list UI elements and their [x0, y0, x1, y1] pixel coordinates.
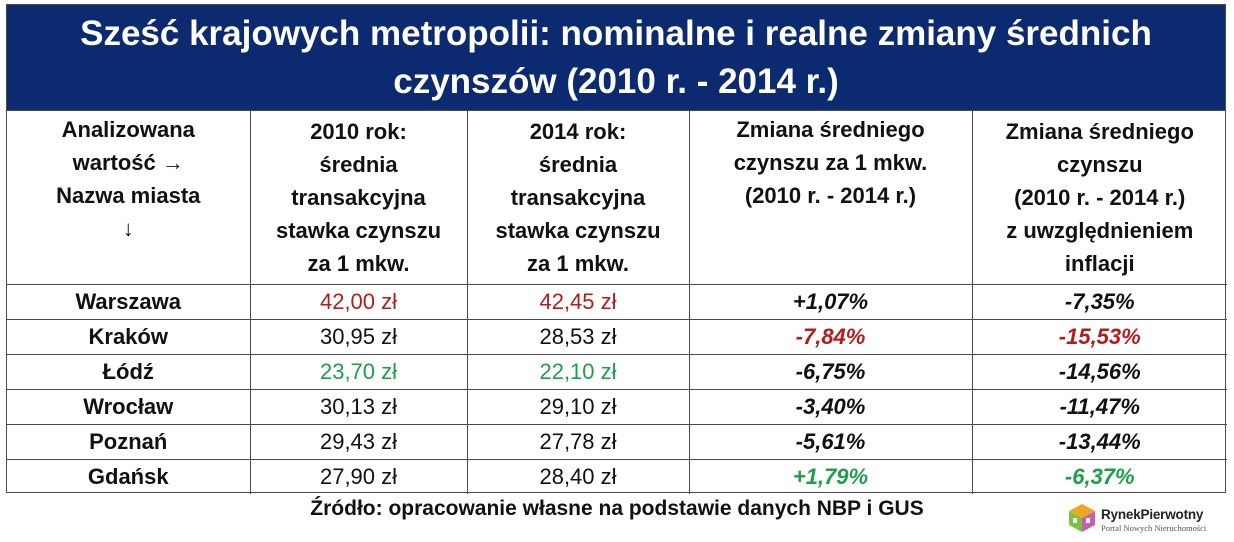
brand-tagline: Portal Nowych Nieruchomości — [1101, 522, 1207, 533]
rent-2010-cell: 29,43 zł — [249, 424, 468, 460]
real-change-cell: -11,47% — [971, 389, 1227, 425]
city-cell: Wrocław — [7, 389, 251, 425]
nominal-change-cell: -3,40% — [688, 389, 973, 425]
nominal-change-cell: -6,75% — [688, 354, 973, 390]
header-line: wartość → — [72, 150, 184, 175]
nominal-change-cell: +1,07% — [688, 284, 973, 320]
house-cube-logo-icon — [1067, 502, 1097, 539]
source-note: Źródło: opracowanie własne na podstawie … — [310, 497, 924, 520]
city-cell: Poznań — [7, 424, 251, 460]
header-line: średnia — [538, 152, 618, 177]
city-cell: Kraków — [7, 319, 251, 355]
rent-2014-cell: 28,53 zł — [466, 319, 690, 355]
header-line: czynszu — [1056, 152, 1143, 177]
city-cell: Łódź — [7, 354, 251, 390]
real-change-cell: -13,44% — [971, 424, 1227, 460]
city-cell: Warszawa — [7, 284, 251, 320]
header-line: Zmiana średniego — [736, 117, 925, 142]
header-line: 2014 rok: — [529, 119, 627, 144]
nominal-change-cell: -7,84% — [688, 319, 973, 355]
real-change-cell: -6,37% — [971, 459, 1227, 494]
header-line: Nazwa miasta — [56, 183, 201, 208]
rent-2010-cell: 27,90 zł — [249, 459, 468, 494]
header-line: Zmiana średniego — [1005, 119, 1194, 144]
header-line: czynszu za 1 mkw. — [733, 150, 928, 175]
real-change-cell: -15,53% — [971, 319, 1227, 355]
rent-2014-cell: 27,78 zł — [466, 424, 690, 460]
nominal-change-cell: -5,61% — [688, 424, 973, 460]
rent-2010-cell: 42,00 zł — [249, 284, 468, 320]
table-title: Sześć krajowych metropolii: nominalne i … — [7, 5, 1225, 111]
nominal-change-cell: +1,79% — [688, 459, 973, 494]
header-line: Analizowana — [61, 117, 195, 142]
table-row: Kraków 30,95 zł 28,53 zł -7,84% -15,53% — [7, 319, 1227, 355]
table-row: Warszawa 42,00 zł 42,45 zł +1,07% -7,35% — [7, 284, 1227, 320]
header-line: (2010 r. - 2014 r.) — [744, 183, 917, 208]
header-line: inflacji — [1064, 251, 1135, 276]
rent-table: Analizowana wartość → Nazwa miasta ↓ 201… — [7, 111, 1227, 494]
real-change-cell: -14,56% — [971, 354, 1227, 390]
header-line: za 1 mkw. — [307, 251, 410, 276]
header-line: stawka czynszu — [495, 218, 661, 243]
rent-2010-cell: 30,13 zł — [249, 389, 468, 425]
header-line: transakcyjna — [510, 185, 646, 210]
header-nominal-change: Zmiana średniego czynszu za 1 mkw. (2010… — [688, 111, 973, 285]
rent-2010-cell: 23,70 zł — [249, 354, 468, 390]
header-rent-2014: 2014 rok: średnia transakcyjna stawka cz… — [466, 111, 690, 285]
header-line: za 1 mkw. — [527, 251, 629, 276]
rent-2010-cell: 30,95 zł — [249, 319, 468, 355]
header-row: Analizowana wartość → Nazwa miasta ↓ 201… — [7, 111, 1227, 285]
rent-2014-cell: 29,10 zł — [466, 389, 690, 425]
header-rent-2010: 2010 rok: średnia transakcyjna stawka cz… — [249, 111, 468, 285]
header-line: 2010 rok: — [310, 119, 407, 144]
table-row: Gdańsk 27,90 zł 28,40 zł +1,79% -6,37% — [7, 459, 1227, 494]
table-row: Wrocław 30,13 zł 29,10 zł -3,40% -11,47% — [7, 389, 1227, 425]
table-row: Poznań 29,43 zł 27,78 zł -5,61% -13,44% — [7, 424, 1227, 460]
header-line: ↓ — [122, 216, 134, 241]
table-row: Łódź 23,70 zł 22,10 zł -6,75% -14,56% — [7, 354, 1227, 390]
header-line: transakcyjna — [291, 185, 426, 210]
header-city: Analizowana wartość → Nazwa miasta ↓ — [7, 111, 251, 285]
city-cell: Gdańsk — [7, 459, 251, 494]
rent-2014-cell: 22,10 zł — [466, 354, 690, 390]
header-real-change: Zmiana średniego czynszu (2010 r. - 2014… — [971, 111, 1227, 285]
header-line: stawka czynszu — [275, 218, 442, 243]
brand-name: RynekPierwotny — [1101, 507, 1204, 522]
header-line: z uwzględnieniem — [1006, 218, 1194, 243]
header-line: (2010 r. - 2014 r.) — [1014, 185, 1186, 210]
header-line: średnia — [319, 152, 398, 177]
brand-logo: RynekPierwotny Portal Nowych Nieruchomoś… — [1067, 500, 1232, 540]
rent-2014-cell: 28,40 zł — [466, 459, 690, 494]
rent-2014-cell: 42,45 zł — [466, 284, 690, 320]
rent-table-card: Sześć krajowych metropolii: nominalne i … — [6, 4, 1227, 494]
real-change-cell: -7,35% — [971, 284, 1227, 320]
